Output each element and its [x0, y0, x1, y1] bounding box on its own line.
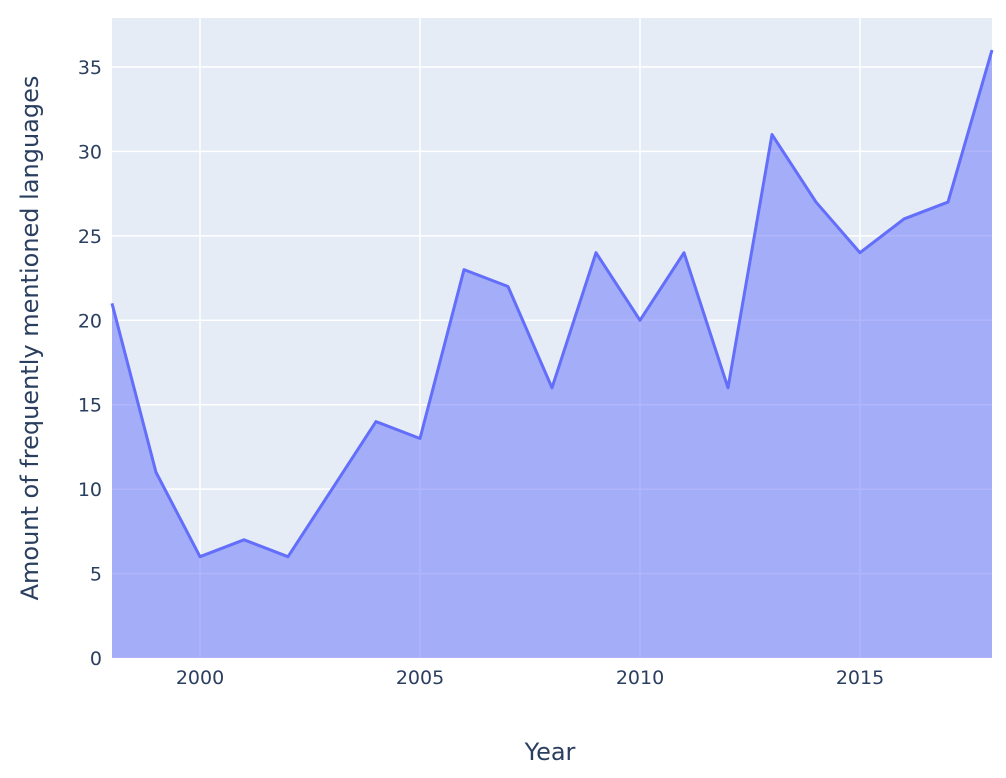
y-tick-label: 0 [90, 648, 102, 670]
tick-labels: 0 5 10 15 20 25 30 35 2000 2005 2010 2015 [78, 57, 884, 689]
x-tick-label: 2010 [616, 667, 664, 689]
y-tick-label: 20 [78, 310, 102, 332]
y-axis-title: Amount of frequently mentioned languages [16, 76, 44, 601]
y-tick-label: 5 [90, 564, 102, 586]
y-tick-label: 15 [78, 395, 102, 417]
line [110, 49, 994, 559]
area-fill [112, 50, 992, 659]
y-tick-label: 25 [78, 226, 102, 248]
x-tick-label: 2000 [176, 667, 224, 689]
marks [110, 49, 994, 659]
x-tick-label: 2015 [836, 667, 884, 689]
y-tick-label: 10 [78, 479, 102, 501]
x-axis-title: Year [524, 738, 576, 766]
x-tick-label: 2005 [396, 667, 444, 689]
y-tick-label: 35 [78, 57, 102, 79]
y-tick-label: 30 [78, 141, 102, 163]
